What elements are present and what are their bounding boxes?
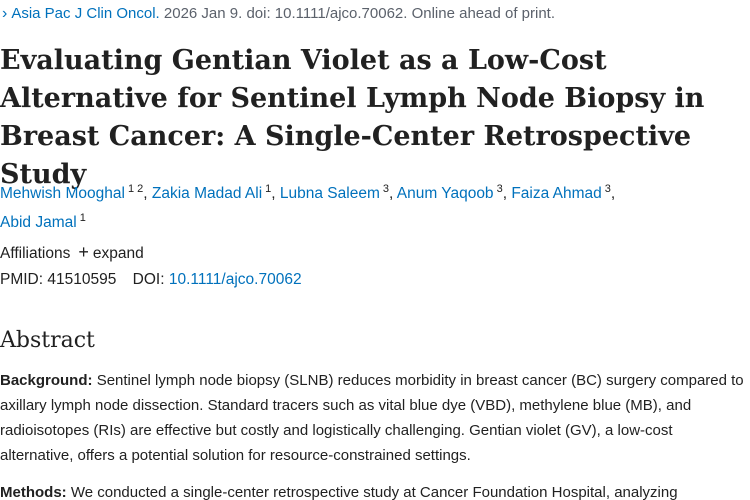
article-title: Evaluating Gentian Violet as a Low-Cost … bbox=[0, 45, 705, 190]
author-link[interactable]: Mehwish Mooghal bbox=[0, 185, 125, 202]
doi-link[interactable]: 10.1111/ajco.70062 bbox=[168, 271, 302, 288]
methods-label: Methods: bbox=[0, 484, 67, 500]
background-label: Background: bbox=[0, 372, 93, 389]
abstract-body: Background: Sentinel lymph node biopsy (… bbox=[0, 368, 748, 500]
author-affiliation-number[interactable]: 1 bbox=[265, 183, 272, 195]
author-affiliation-number[interactable]: 3 bbox=[382, 183, 389, 195]
chevron-right-icon[interactable]: › bbox=[2, 5, 8, 22]
abstract-methods: Methods: We conducted a single-center re… bbox=[0, 480, 748, 500]
author-affiliation-number[interactable]: 3 bbox=[496, 183, 503, 195]
author-link[interactable]: Zakia Madad Ali bbox=[151, 185, 263, 202]
author-link[interactable]: Faiza Ahmad bbox=[511, 185, 602, 202]
author-affiliation-number[interactable]: 1 2 bbox=[127, 183, 144, 195]
author-link[interactable]: Abid Jamal bbox=[0, 214, 77, 231]
abstract-background: Background: Sentinel lymph node biopsy (… bbox=[0, 368, 748, 468]
doi-label: DOI: bbox=[132, 271, 165, 288]
affiliations-toggle[interactable]: Affiliations + expand bbox=[0, 241, 144, 265]
expand-label[interactable]: expand bbox=[92, 245, 144, 262]
author-affiliation-number[interactable]: 1 bbox=[79, 212, 86, 224]
author-affiliation-number[interactable]: 3 bbox=[604, 183, 611, 195]
author-link[interactable]: Lubna Saleem bbox=[279, 185, 380, 202]
affiliations-label: Affiliations bbox=[0, 245, 71, 262]
citation-details: 2026 Jan 9. doi: 10.1111/ajco.70062. Onl… bbox=[163, 5, 556, 22]
journal-link[interactable]: Asia Pac J Clin Oncol. bbox=[11, 5, 160, 22]
pmid-value: 41510595 bbox=[47, 271, 117, 288]
article-identifiers: PMID: 41510595 DOI: 10.1111/ajco.70062 bbox=[0, 269, 302, 291]
pmid-label: PMID: bbox=[0, 271, 44, 288]
background-text: Sentinel lymph node biopsy (SLNB) reduce… bbox=[0, 372, 744, 464]
abstract-heading: Abstract bbox=[0, 328, 95, 353]
plus-icon[interactable]: + bbox=[78, 242, 89, 262]
journal-citation: › Asia Pac J Clin Oncol. 2026 Jan 9. doi:… bbox=[2, 4, 555, 24]
author-list: Mehwish Mooghal 1 2, Zakia Madad Ali 1, Lu… bbox=[0, 183, 616, 231]
methods-text: We conducted a single-center retrospecti… bbox=[70, 484, 678, 500]
author-link[interactable]: Anum Yaqoob bbox=[396, 185, 494, 202]
